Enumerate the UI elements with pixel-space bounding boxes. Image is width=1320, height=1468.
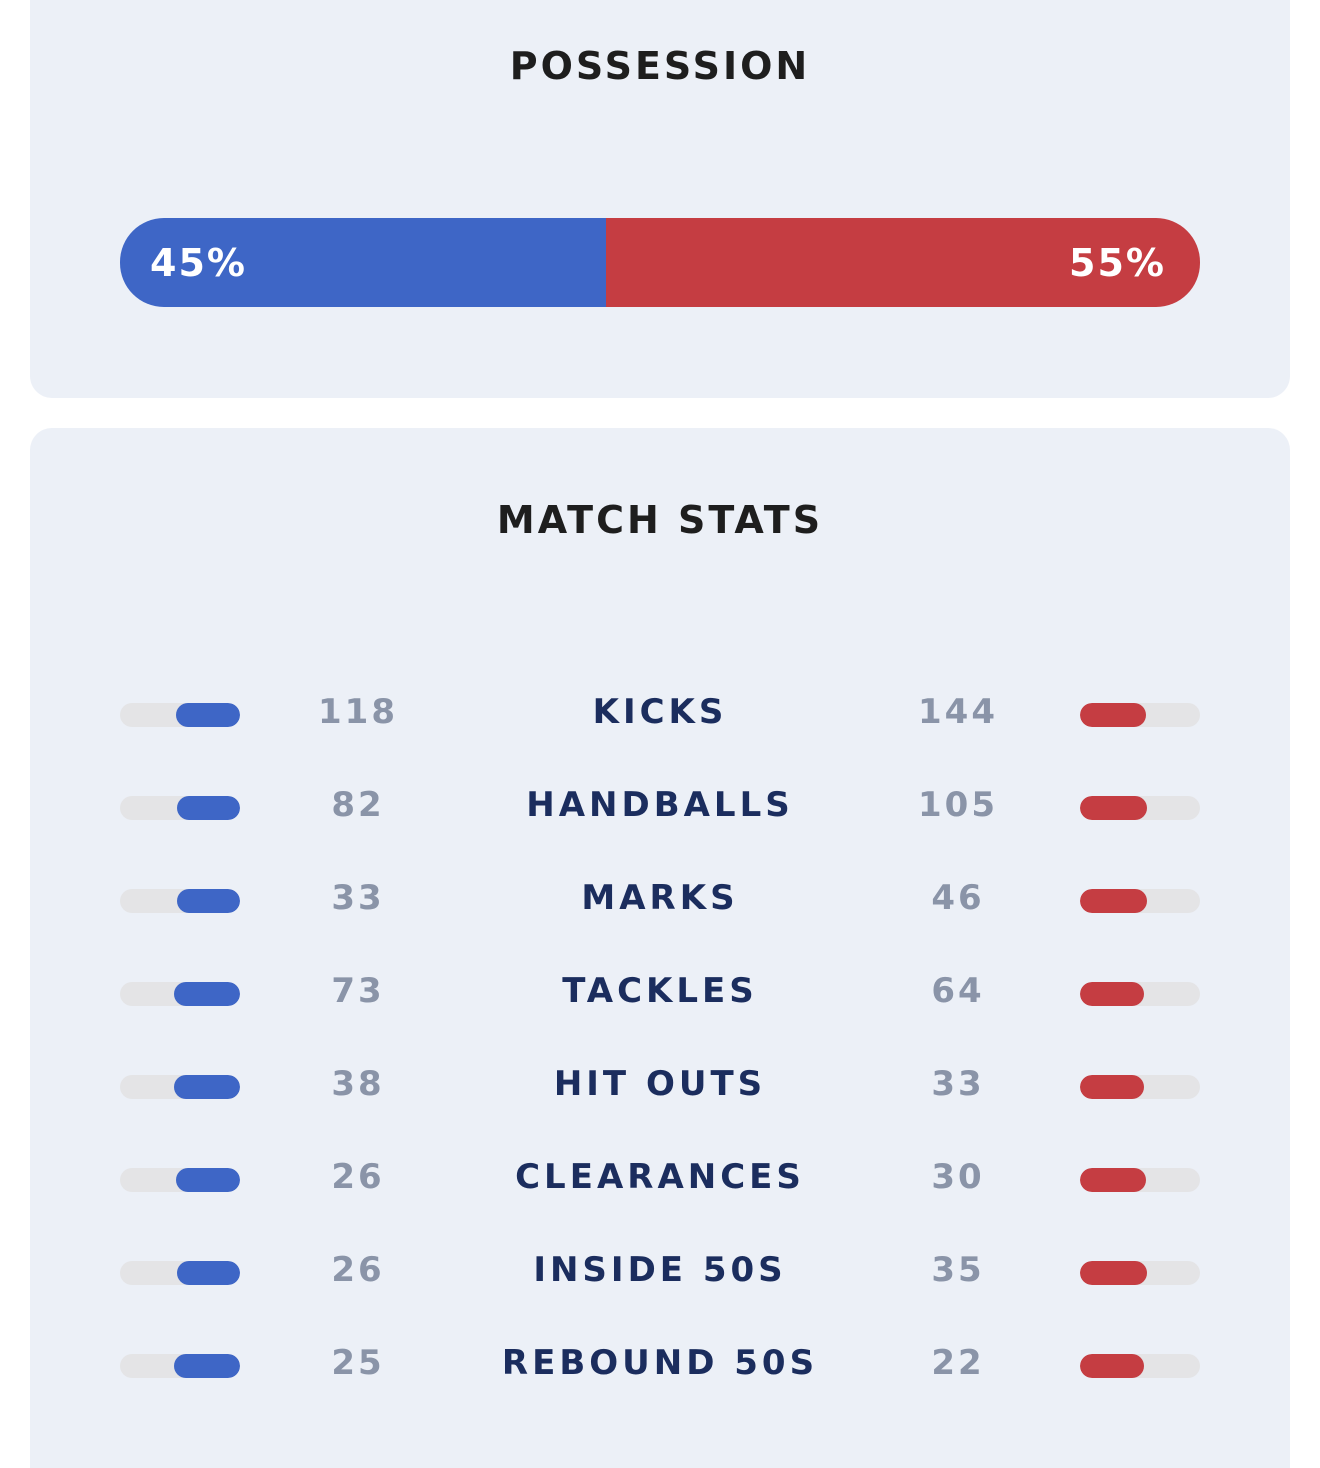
home-stat-bar xyxy=(120,1354,240,1378)
home-stat-value: 82 xyxy=(331,785,385,825)
possession-home-percent: 45% xyxy=(150,240,247,285)
away-stat-bar-fill xyxy=(1080,703,1146,727)
away-stat-bar xyxy=(1080,1261,1200,1285)
home-stat-value: 38 xyxy=(331,1064,385,1104)
home-stat-bar xyxy=(120,982,240,1006)
home-stat-bar-fill xyxy=(176,703,240,727)
stat-label: INSIDE 50S xyxy=(533,1250,787,1290)
away-stat-bar-fill xyxy=(1080,1075,1144,1099)
stat-row: 26 CLEARANCES 30 xyxy=(30,1133,1290,1226)
stat-row: 118 KICKS 144 xyxy=(30,668,1290,761)
stats-list: 118 KICKS 144 82 HANDBALLS 105 33 MARKS 46 73 TACK… xyxy=(30,668,1290,1412)
away-stat-bar xyxy=(1080,796,1200,820)
home-stat-bar xyxy=(120,703,240,727)
away-stat-value: 33 xyxy=(931,1064,985,1104)
away-stat-bar xyxy=(1080,982,1200,1006)
possession-title: POSSESSION xyxy=(509,44,811,88)
stat-row: 38 HIT OUTS 33 xyxy=(30,1040,1290,1133)
stat-label: TACKLES xyxy=(562,971,758,1011)
match-stats-title: MATCH STATS xyxy=(496,498,824,542)
home-stat-bar xyxy=(120,889,240,913)
home-stat-bar xyxy=(120,1168,240,1192)
stat-label: HANDBALLS xyxy=(526,785,794,825)
home-stat-bar-fill xyxy=(177,889,240,913)
away-stat-value: 30 xyxy=(931,1157,985,1197)
home-stat-value: 33 xyxy=(331,878,385,918)
away-stat-bar-fill xyxy=(1080,1168,1146,1192)
home-stat-bar-fill xyxy=(174,982,240,1006)
stat-label: KICKS xyxy=(592,692,728,732)
away-stat-bar xyxy=(1080,1354,1200,1378)
home-stat-bar-fill xyxy=(176,1168,240,1192)
away-stat-bar-fill xyxy=(1080,982,1144,1006)
away-stat-value: 46 xyxy=(931,878,985,918)
home-stat-bar-fill xyxy=(174,1075,240,1099)
home-stat-value: 26 xyxy=(331,1157,385,1197)
away-stat-bar-fill xyxy=(1080,796,1147,820)
stat-label: REBOUND 50S xyxy=(501,1343,819,1383)
away-stat-bar-fill xyxy=(1080,889,1147,913)
stat-label: MARKS xyxy=(581,878,739,918)
away-stat-value: 105 xyxy=(918,785,998,825)
stat-row: 26 INSIDE 50S 35 xyxy=(30,1226,1290,1319)
away-stat-value: 64 xyxy=(931,971,985,1011)
home-stat-bar-fill xyxy=(177,1261,240,1285)
possession-bar: 45% 55% xyxy=(120,218,1200,307)
away-stat-value: 35 xyxy=(931,1250,985,1290)
away-stat-bar xyxy=(1080,703,1200,727)
possession-card: POSSESSION 45% 55% xyxy=(30,0,1290,398)
possession-away-percent: 55% xyxy=(1069,240,1166,285)
away-stat-value: 144 xyxy=(918,692,998,732)
away-stat-bar xyxy=(1080,1075,1200,1099)
home-stat-value: 26 xyxy=(331,1250,385,1290)
away-stat-bar xyxy=(1080,1168,1200,1192)
possession-home-segment: 45% xyxy=(120,218,606,307)
away-stat-bar-fill xyxy=(1080,1354,1144,1378)
stat-row: 73 TACKLES 64 xyxy=(30,947,1290,1040)
home-stat-bar xyxy=(120,1261,240,1285)
home-stat-value: 73 xyxy=(331,971,385,1011)
match-stats-card: MATCH STATS 118 KICKS 144 82 HANDBALLS 105 33 M… xyxy=(30,428,1290,1468)
home-stat-value: 118 xyxy=(318,692,398,732)
away-stat-bar xyxy=(1080,889,1200,913)
stat-label: CLEARANCES xyxy=(515,1157,805,1197)
stat-row: 33 MARKS 46 xyxy=(30,854,1290,947)
stat-label: HIT OUTS xyxy=(553,1064,767,1104)
home-stat-bar-fill xyxy=(174,1354,240,1378)
possession-away-segment: 55% xyxy=(606,218,1200,307)
stat-row: 25 REBOUND 50S 22 xyxy=(30,1319,1290,1412)
home-stat-value: 25 xyxy=(331,1343,385,1383)
home-stat-bar xyxy=(120,1075,240,1099)
away-stat-bar-fill xyxy=(1080,1261,1147,1285)
home-stat-bar xyxy=(120,796,240,820)
stat-row: 82 HANDBALLS 105 xyxy=(30,761,1290,854)
home-stat-bar-fill xyxy=(177,796,240,820)
away-stat-value: 22 xyxy=(931,1343,985,1383)
